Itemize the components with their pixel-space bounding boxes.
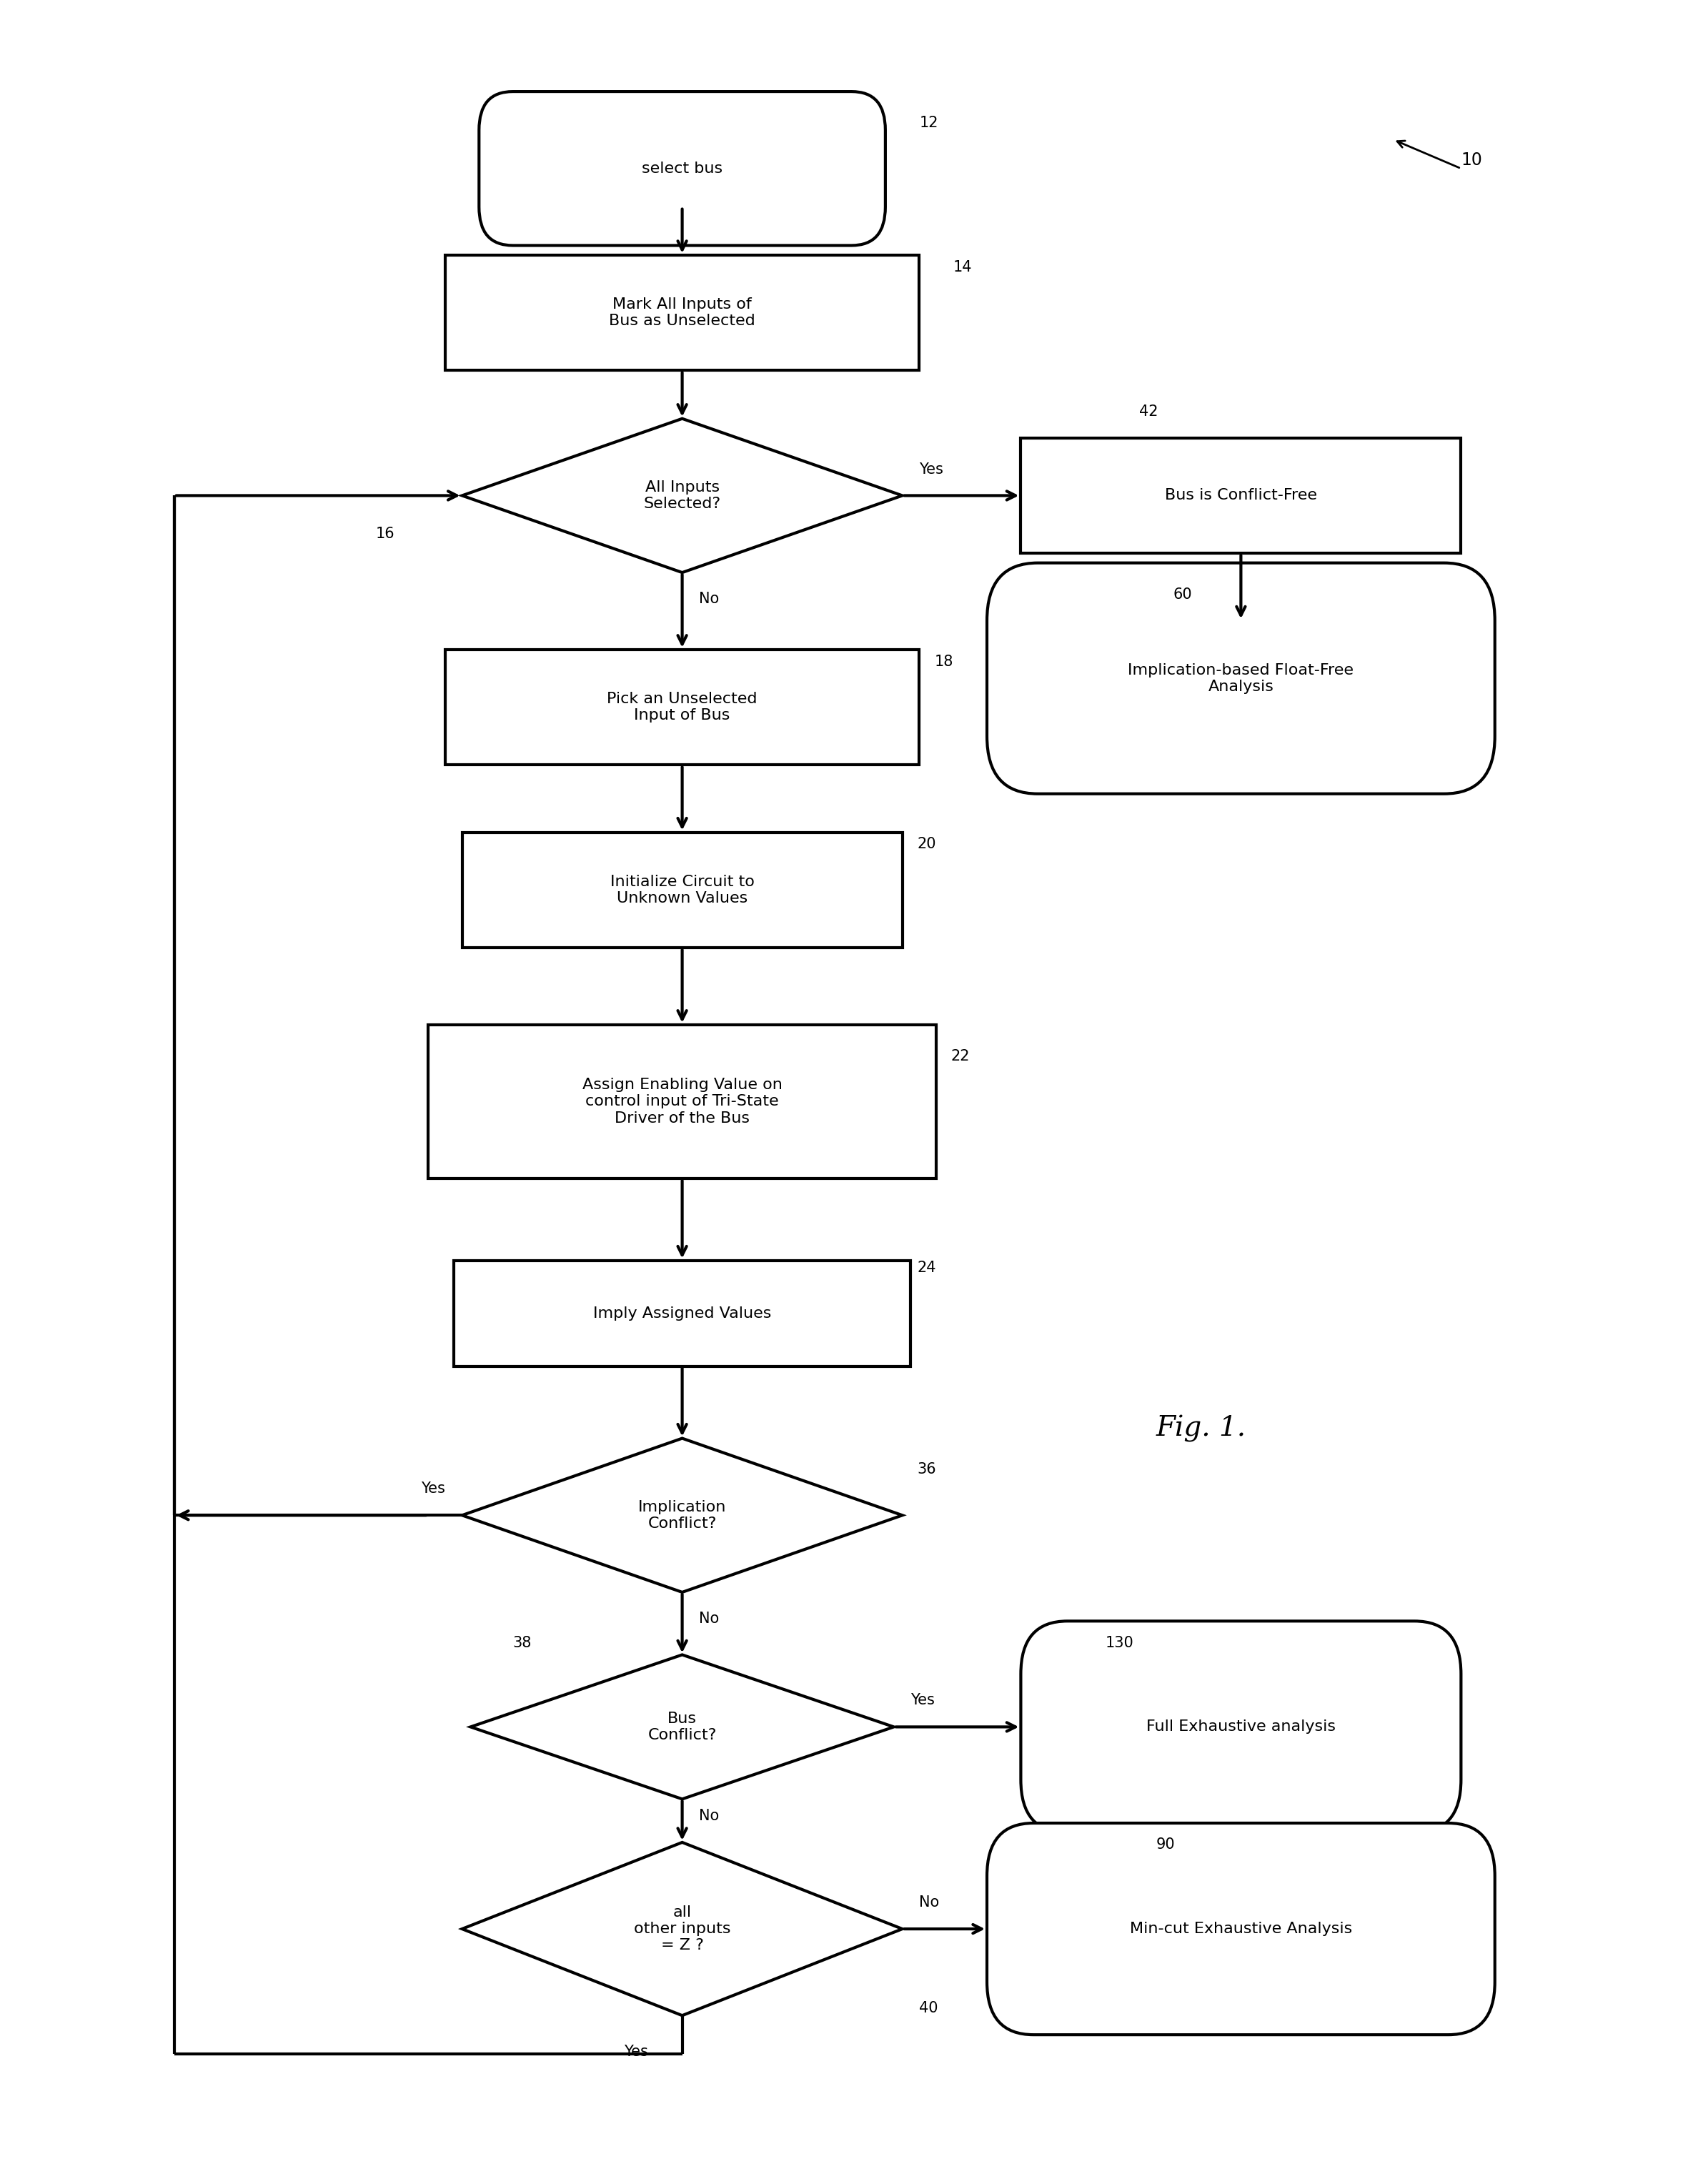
FancyBboxPatch shape <box>1020 1621 1461 1832</box>
Text: Min-cut Exhaustive Analysis: Min-cut Exhaustive Analysis <box>1129 1922 1352 1935</box>
Text: Full Exhaustive analysis: Full Exhaustive analysis <box>1146 1719 1335 1734</box>
Text: 60: 60 <box>1173 587 1192 601</box>
FancyBboxPatch shape <box>988 1824 1495 2035</box>
Text: Yes: Yes <box>911 1693 935 1708</box>
Text: Yes: Yes <box>421 1481 444 1496</box>
FancyBboxPatch shape <box>427 1024 937 1179</box>
Text: 12: 12 <box>920 116 938 131</box>
Text: select bus: select bus <box>642 162 722 175</box>
Text: 40: 40 <box>920 2001 938 2016</box>
Text: Imply Assigned Values: Imply Assigned Values <box>593 1306 771 1321</box>
Text: No: No <box>920 1896 940 1909</box>
FancyBboxPatch shape <box>444 256 920 371</box>
Text: Implication
Conflict?: Implication Conflict? <box>639 1500 725 1531</box>
Text: 90: 90 <box>1156 1837 1175 1852</box>
Text: all
other inputs
= Z ?: all other inputs = Z ? <box>634 1904 731 1952</box>
Polygon shape <box>462 1843 903 2016</box>
Text: Yes: Yes <box>920 463 943 476</box>
Polygon shape <box>470 1655 894 1800</box>
Text: 24: 24 <box>918 1260 937 1275</box>
FancyBboxPatch shape <box>444 649 920 764</box>
Text: All Inputs
Selected?: All Inputs Selected? <box>644 480 720 511</box>
Text: 22: 22 <box>950 1048 971 1064</box>
Text: Initialize Circuit to
Unknown Values: Initialize Circuit to Unknown Values <box>610 874 754 906</box>
Text: 36: 36 <box>918 1463 937 1476</box>
Text: Fig. 1.: Fig. 1. <box>1156 1415 1247 1441</box>
FancyBboxPatch shape <box>1020 437 1461 553</box>
FancyBboxPatch shape <box>479 92 886 245</box>
Polygon shape <box>462 1439 903 1592</box>
Text: Assign Enabling Value on
control input of Tri-State
Driver of the Bus: Assign Enabling Value on control input o… <box>582 1079 782 1125</box>
Text: Bus is Conflict-Free: Bus is Conflict-Free <box>1165 489 1316 502</box>
FancyBboxPatch shape <box>462 832 903 948</box>
Text: 16: 16 <box>375 526 395 542</box>
Text: 20: 20 <box>918 836 937 852</box>
Text: Pick an Unselected
Input of Bus: Pick an Unselected Input of Bus <box>606 692 758 723</box>
FancyBboxPatch shape <box>453 1260 911 1367</box>
Text: 10: 10 <box>1461 151 1482 168</box>
Text: Yes: Yes <box>623 2044 649 2060</box>
Text: Mark All Inputs of
Bus as Unselected: Mark All Inputs of Bus as Unselected <box>610 297 756 328</box>
Text: No: No <box>700 1612 719 1625</box>
Text: 14: 14 <box>954 260 972 275</box>
Text: No: No <box>700 592 719 607</box>
Text: 38: 38 <box>513 1636 531 1649</box>
Text: 130: 130 <box>1105 1636 1134 1649</box>
Text: No: No <box>700 1808 719 1824</box>
Polygon shape <box>462 419 903 572</box>
Text: 18: 18 <box>935 655 954 668</box>
Text: Implication-based Float-Free
Analysis: Implication-based Float-Free Analysis <box>1127 664 1354 695</box>
FancyBboxPatch shape <box>988 563 1495 793</box>
Text: 42: 42 <box>1139 404 1158 419</box>
Text: Bus
Conflict?: Bus Conflict? <box>647 1712 717 1743</box>
